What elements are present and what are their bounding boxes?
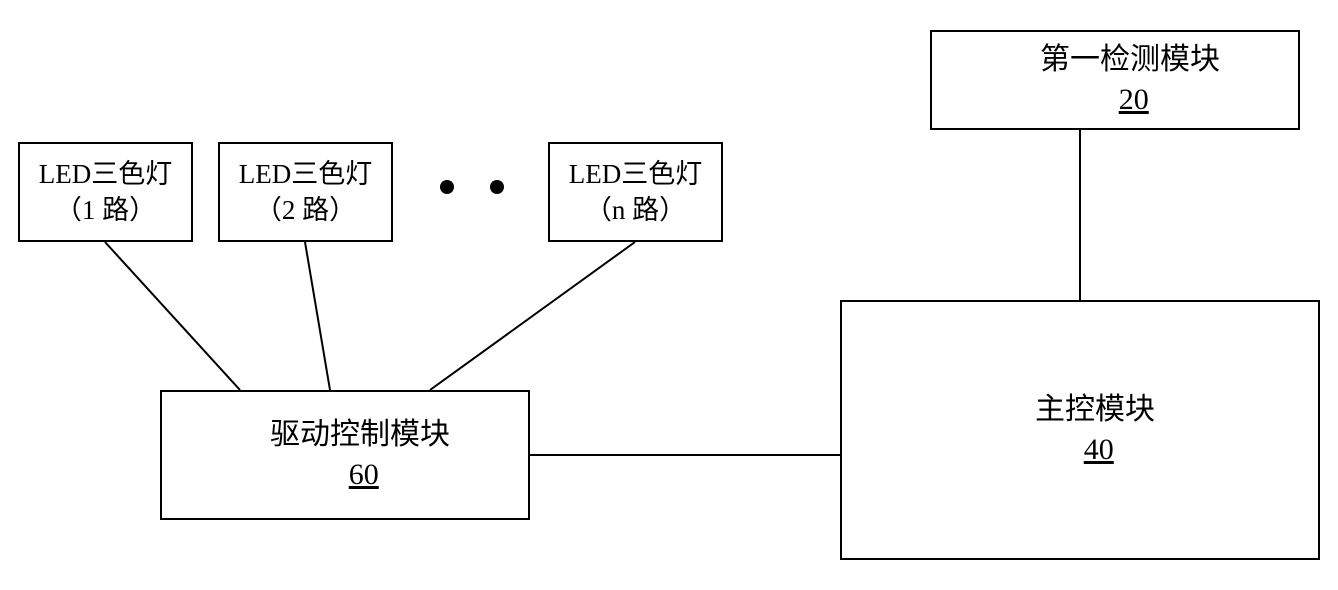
main-control-module-num: 40 — [1084, 433, 1114, 466]
ellipsis-dot-1 — [440, 180, 454, 194]
first-detection-module-box: 第一检测模块 20 — [930, 30, 1300, 130]
edge-ledn-drive — [430, 242, 635, 390]
drive-control-module-num: 60 — [349, 458, 379, 491]
main-control-module-box: 主控模块 40 — [840, 300, 1320, 560]
edge-led1-drive — [105, 242, 240, 390]
edge-led2-drive — [305, 242, 330, 390]
ellipsis-dot-2 — [490, 180, 504, 194]
led-tricolor-n-label: LED三色灯 （n 路） — [569, 156, 702, 229]
led-tricolor-2-label: LED三色灯 （2 路） — [239, 156, 372, 229]
first-detection-module-num: 20 — [1119, 83, 1149, 116]
drive-control-module-label: 驱动控制模块 — [270, 418, 450, 451]
drive-control-module-box: 驱动控制模块 60 — [160, 390, 530, 520]
led-tricolor-2-box: LED三色灯 （2 路） — [218, 142, 393, 242]
main-control-module-label: 主控模块 — [1035, 393, 1155, 426]
led-tricolor-1-label: LED三色灯 （1 路） — [39, 156, 172, 229]
first-detection-module-label: 第一检测模块 — [1040, 43, 1220, 76]
led-tricolor-n-box: LED三色灯 （n 路） — [548, 142, 723, 242]
led-tricolor-1-box: LED三色灯 （1 路） — [18, 142, 193, 242]
